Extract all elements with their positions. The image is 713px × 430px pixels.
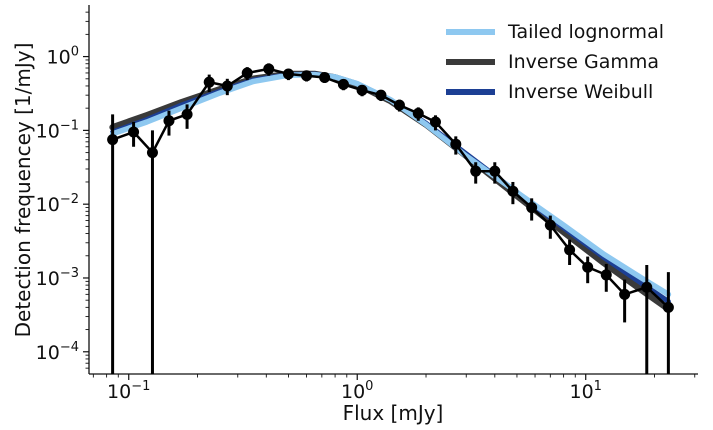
y-tick-label: 10−3 (36, 266, 79, 290)
data-point (393, 99, 405, 111)
y-axis-label: Detection frequencey [1/mJy] (11, 43, 35, 338)
legend-label-inverse-gamma: Inverse Gamma (508, 51, 659, 73)
data-point (375, 89, 387, 101)
data-point (662, 301, 674, 313)
data-point (301, 70, 313, 82)
y-ticks: 10−4 10−3 10−2 10−1 100 (36, 11, 89, 369)
data-point (128, 126, 140, 138)
x-tick-label: 101 (569, 379, 601, 403)
data-point (564, 244, 576, 256)
x-tick-label: 100 (341, 379, 373, 403)
series-line-tailed-lognormal (109, 71, 672, 298)
data-point (470, 165, 482, 177)
data-point (582, 261, 594, 273)
data-point (641, 281, 653, 293)
x-axis-label: Flux [mJy] (343, 401, 444, 425)
data-point (146, 147, 158, 159)
data-point (412, 107, 424, 119)
data-point (107, 134, 119, 146)
axes (88, 5, 698, 375)
series-layer (109, 70, 672, 313)
data-point (544, 219, 556, 231)
data-point (526, 202, 538, 214)
data-point (356, 84, 368, 96)
legend-label-tailed-lognormal: Tailed lognormal (507, 21, 664, 43)
series-line-inverse-gamma (109, 70, 672, 313)
data-point (450, 138, 462, 150)
x-ticks: 10−1 100 101 (92, 374, 696, 403)
data-point (203, 76, 215, 88)
data-point (181, 108, 193, 120)
data-layer (107, 63, 674, 374)
y-tick-label: 100 (47, 45, 79, 69)
data-point (319, 72, 331, 84)
data-point (507, 185, 519, 197)
data-point (337, 78, 349, 90)
legend-label-inverse-weibull: Inverse Weibull (508, 81, 653, 103)
legend: Tailed lognormal Inverse Gamma Inverse W… (446, 21, 664, 103)
data-point (221, 80, 233, 92)
y-tick-label: 10−1 (36, 118, 79, 142)
y-tick-label: 10−2 (36, 192, 79, 216)
data-point (282, 68, 294, 80)
data-point (600, 269, 612, 281)
data-point (241, 67, 253, 79)
data-point (163, 115, 175, 127)
data-point (619, 288, 631, 300)
data-point (263, 63, 275, 75)
y-tick-label: 10−4 (36, 340, 79, 364)
data-point (489, 165, 501, 177)
data-point (429, 116, 441, 128)
x-tick-label: 10−1 (107, 379, 150, 403)
